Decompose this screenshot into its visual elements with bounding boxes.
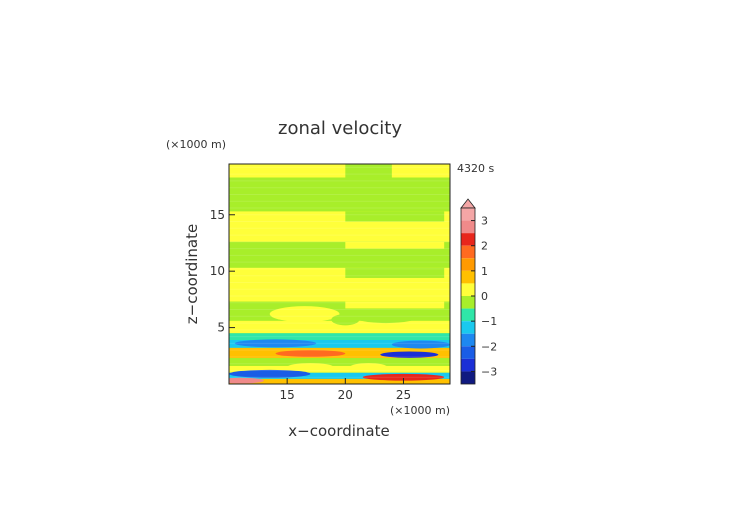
velocity-band: [345, 211, 445, 222]
velocity-band: [229, 372, 450, 379]
x-tick-label: 15: [280, 388, 295, 402]
y-tick-label: 10: [210, 264, 225, 278]
velocity-bands: [229, 164, 450, 384]
plot-area: [229, 164, 450, 384]
colorbar-tick-label: −1: [481, 315, 497, 328]
x-axis-label: x−coordinate: [288, 422, 389, 440]
colorbar-level: [461, 245, 475, 259]
x-unit-label: (×1000 m): [390, 404, 450, 417]
colorbar-level: [461, 220, 475, 234]
velocity-band: [229, 340, 450, 348]
velocity-cell: [362, 373, 445, 381]
velocity-band: [229, 177, 450, 212]
time-label: 4320 s: [457, 162, 494, 175]
velocity-cell: [269, 306, 340, 322]
velocity-band: [229, 358, 450, 366]
y-axis: 5 10 15: [210, 208, 235, 335]
colorbar-tick-label: 1: [481, 265, 488, 278]
colorbar-level: [461, 258, 475, 271]
colorbar-extend-arrow: [460, 198, 476, 209]
velocity-band: [229, 365, 450, 373]
chart-title: zonal velocity: [278, 118, 402, 139]
velocity-band: [345, 241, 445, 249]
colorbar: 3 2 1 0 −1 −2 −3: [460, 198, 497, 385]
velocity-cell: [353, 309, 419, 324]
y-tick-label: 5: [217, 321, 225, 335]
velocity-cell: [229, 377, 264, 384]
x-axis: 15 20 25: [280, 378, 411, 402]
velocity-band: [229, 320, 450, 334]
velocity-band: [229, 378, 450, 384]
y-tick-label: 15: [210, 208, 225, 222]
velocity-cell: [349, 363, 388, 372]
colorbar-level: [461, 371, 475, 384]
colorbar-tick-label: −2: [481, 340, 497, 353]
colorbar-level: [461, 270, 475, 284]
colorbar-level: [461, 208, 475, 221]
velocity-cell: [275, 350, 346, 357]
velocity-band: [229, 333, 450, 340]
y-axis-label: z−coordinate: [183, 224, 201, 324]
velocity-cell: [380, 351, 439, 358]
velocity-band: [229, 164, 450, 178]
colorbar-tick-label: 2: [481, 240, 488, 253]
colorbar-level: [461, 346, 475, 359]
velocity-band: [345, 267, 445, 278]
grid-lines: [229, 166, 450, 378]
velocity-cell: [234, 339, 317, 348]
velocity-cell: [229, 369, 311, 378]
velocity-cell: [287, 363, 334, 372]
velocity-cells: [229, 306, 450, 384]
colorbar-level: [461, 358, 475, 372]
colorbar-tick-label: −3: [481, 365, 497, 378]
colorbar-level: [461, 321, 475, 334]
x-tick-label: 25: [396, 388, 411, 402]
velocity-band: [345, 164, 392, 178]
velocity-cell: [391, 340, 450, 349]
colorbar-tick-label: 0: [481, 290, 488, 303]
velocity-band: [345, 301, 445, 309]
velocity-cell: [331, 314, 360, 326]
y-unit-label: (×1000 m): [166, 138, 226, 151]
colorbar-level: [461, 333, 475, 347]
colorbar-level: [461, 308, 475, 322]
colorbar-tick-label: 3: [481, 215, 488, 228]
contour-field: [229, 164, 450, 384]
colorbar-level: [461, 296, 475, 309]
colorbar-level: [461, 233, 475, 246]
colorbar-level: [461, 283, 475, 296]
x-tick-label: 20: [338, 388, 353, 402]
plot-frame: [228, 163, 451, 385]
